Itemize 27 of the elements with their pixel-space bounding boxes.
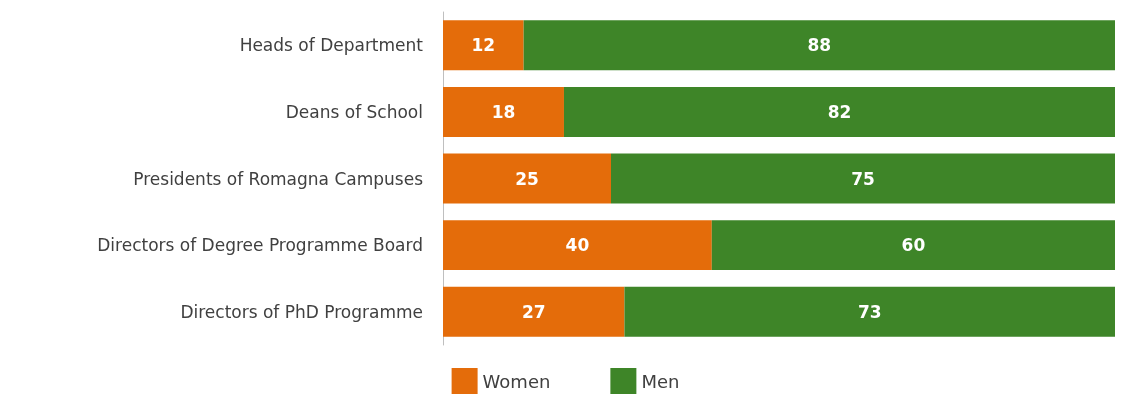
bar — [443, 20, 524, 71]
data-label: 40 — [565, 235, 590, 256]
bar — [443, 86, 564, 137]
data-label: 73 — [857, 301, 882, 322]
legend-label: Women — [482, 370, 551, 392]
bar — [523, 20, 1115, 71]
bar — [443, 220, 712, 271]
y-tick-label: Presidents of Romagna Campuses — [133, 168, 424, 189]
data-label: 60 — [901, 235, 926, 256]
data-label: 25 — [515, 168, 539, 189]
y-tick-label: Directors of PhD Programme — [180, 301, 423, 322]
data-label: 18 — [491, 101, 516, 122]
bar — [711, 220, 1115, 271]
bar — [563, 86, 1115, 137]
legend-label: Men — [641, 370, 680, 392]
bar — [624, 286, 1115, 337]
bar — [611, 153, 1115, 204]
y-tick-label: Heads of Department — [239, 35, 424, 56]
y-tick-label: Directors of Degree Programme Board — [97, 235, 423, 256]
data-label: 75 — [851, 168, 875, 189]
data-label: 12 — [471, 35, 496, 56]
bar — [443, 153, 611, 204]
data-label: 82 — [827, 101, 852, 122]
bar — [443, 286, 625, 337]
data-label: 27 — [521, 301, 546, 322]
y-tick-label: Deans of School — [285, 101, 423, 122]
data-label: 88 — [807, 35, 832, 56]
